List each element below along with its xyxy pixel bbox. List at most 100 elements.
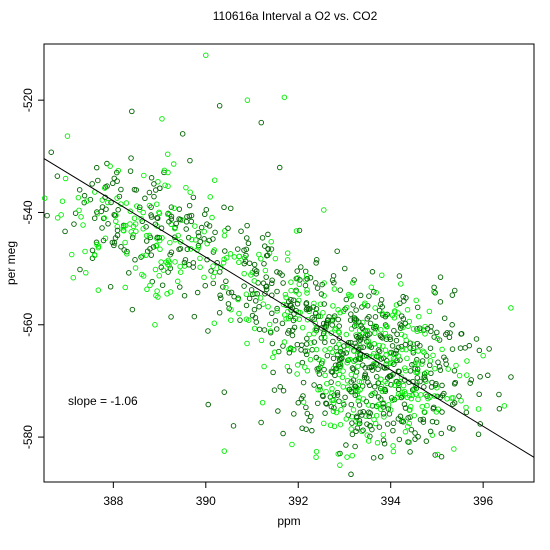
data-point	[319, 358, 326, 364]
data-point	[396, 273, 403, 279]
data-point	[175, 232, 181, 239]
data-point	[415, 396, 421, 403]
data-point	[433, 380, 439, 387]
data-point	[464, 358, 470, 364]
data-point	[313, 448, 320, 455]
data-point	[284, 250, 291, 256]
data-point	[129, 306, 136, 313]
data-point	[431, 334, 437, 340]
data-point	[414, 375, 421, 381]
fit-line-group	[43, 158, 535, 458]
data-point	[384, 324, 390, 330]
data-point	[434, 329, 440, 336]
data-point	[349, 280, 356, 286]
data-point	[107, 284, 114, 290]
data-point	[251, 261, 258, 268]
data-point	[496, 406, 503, 412]
data-point	[334, 248, 340, 254]
data-point	[373, 289, 379, 296]
data-point	[295, 400, 301, 406]
data-point	[473, 336, 480, 342]
data-point	[365, 438, 372, 444]
y-tick-label: -520	[21, 88, 35, 112]
data-point	[371, 289, 377, 295]
data-point	[334, 392, 341, 398]
data-point	[293, 228, 300, 234]
data-point	[397, 321, 403, 327]
data-point	[313, 257, 320, 263]
data-point	[343, 304, 350, 311]
data-point	[413, 391, 419, 397]
data-point	[216, 103, 223, 109]
data-point	[342, 306, 348, 312]
data-point	[77, 266, 83, 273]
data-point	[420, 416, 427, 423]
data-point	[109, 180, 116, 187]
data-point	[211, 247, 218, 253]
data-point	[111, 242, 117, 249]
data-point	[475, 406, 482, 412]
data-point	[421, 409, 428, 415]
data-point	[261, 243, 268, 249]
data-point	[405, 423, 411, 430]
data-point	[165, 151, 171, 157]
data-point	[300, 379, 307, 386]
data-point	[263, 286, 270, 293]
data-point	[303, 341, 310, 347]
data-point	[159, 282, 166, 288]
data-point	[475, 431, 482, 438]
data-point	[128, 229, 135, 235]
data-point	[286, 368, 293, 374]
data-point	[246, 295, 253, 302]
data-point	[418, 392, 424, 398]
data-point	[384, 421, 391, 427]
data-point	[309, 347, 315, 353]
data-point	[369, 367, 376, 373]
data-point	[244, 222, 250, 229]
data-point	[143, 232, 150, 239]
data-point	[335, 316, 341, 323]
data-point	[441, 315, 448, 321]
data-point	[148, 252, 155, 258]
data-point	[54, 215, 61, 221]
data-point	[274, 288, 280, 295]
data-point	[430, 404, 437, 411]
data-point	[322, 347, 328, 353]
data-point	[302, 282, 309, 289]
data-point	[333, 409, 340, 416]
plot-frame	[43, 43, 535, 483]
data-point	[400, 293, 406, 300]
data-point	[392, 309, 398, 315]
data-point	[366, 343, 372, 350]
data-point	[404, 307, 411, 313]
data-point	[320, 320, 327, 327]
data-point	[399, 389, 406, 395]
data-point	[377, 301, 384, 308]
data-point	[267, 329, 274, 336]
data-point	[143, 252, 149, 258]
data-point	[99, 225, 105, 231]
data-point	[288, 287, 294, 294]
data-point	[330, 303, 336, 309]
data-point	[271, 349, 278, 356]
data-point	[304, 287, 310, 293]
data-point	[421, 349, 427, 356]
data-point	[101, 215, 108, 221]
data-point	[288, 297, 294, 303]
data-point	[296, 297, 302, 304]
data-point	[222, 228, 228, 234]
data-point	[311, 339, 318, 345]
data-point	[159, 116, 165, 122]
data-point	[311, 382, 317, 388]
data-point	[58, 212, 64, 218]
data-point	[320, 310, 326, 316]
data-point	[365, 402, 372, 408]
data-point	[407, 368, 414, 374]
data-point	[118, 243, 124, 250]
data-point	[375, 353, 382, 360]
data-point	[353, 413, 360, 420]
data-point	[310, 304, 317, 310]
data-point	[296, 281, 303, 288]
data-point	[366, 409, 372, 416]
data-point	[321, 420, 327, 427]
